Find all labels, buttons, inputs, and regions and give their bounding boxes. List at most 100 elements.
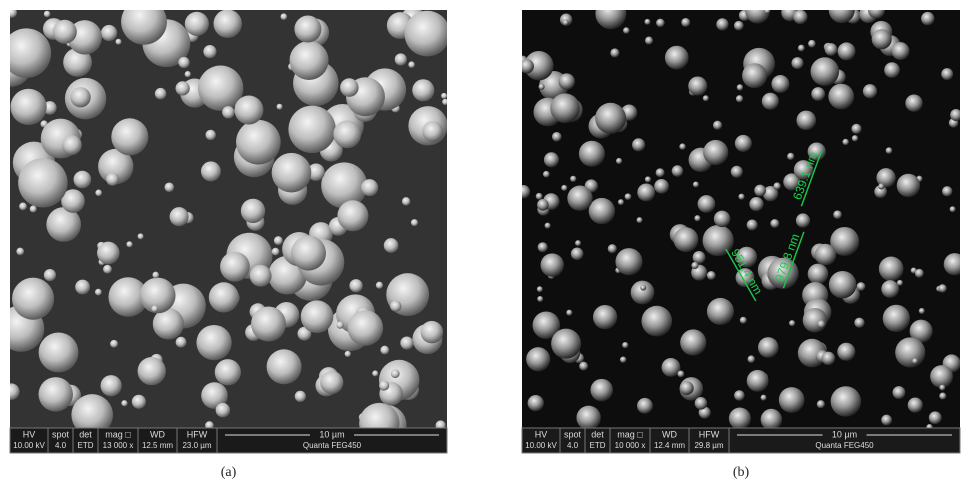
info-value: 12.4 mm [654,441,685,450]
particle [551,329,581,359]
info-value: ETD [590,441,606,450]
particle [842,139,848,145]
particle [654,179,669,194]
particle [879,257,904,282]
particle [267,349,302,384]
particle [121,0,167,45]
particle [695,397,708,410]
particle [404,11,450,57]
particle [837,343,855,361]
particle [372,370,378,376]
particle [422,121,443,142]
particle [110,340,118,348]
particle [674,227,699,252]
particle [274,236,283,245]
particle [376,282,383,289]
particle [808,40,816,48]
particle [38,377,72,411]
particle [677,371,684,378]
particle [608,244,617,253]
particle [615,248,642,275]
particle [361,179,378,196]
particle [563,20,569,26]
particle [537,199,549,211]
particle [803,308,828,333]
particle [703,225,734,256]
particle [796,111,816,131]
particle [337,200,368,231]
particle [656,19,665,28]
particle [288,106,335,153]
particle [272,153,312,193]
particle [915,269,924,278]
particle [101,375,122,396]
particle [749,197,763,211]
info-label: det [79,429,92,439]
particle [950,109,962,121]
particle [833,210,842,219]
particle [333,120,361,148]
particle [679,143,685,149]
particle [30,205,37,212]
particle [939,393,946,400]
particle [828,84,854,110]
info-label: spot [564,429,582,439]
particle [623,27,630,34]
particle [734,390,745,401]
info-label: det [591,429,604,439]
info-label: spot [52,429,70,439]
particle [878,183,884,189]
particle [95,289,102,296]
particle [762,93,779,110]
particle [576,406,600,430]
particle [789,320,795,326]
particle [881,415,892,426]
particle [234,95,263,124]
particle [893,386,906,399]
particle [558,73,574,89]
info-label: HV [535,429,548,439]
particle [579,141,605,167]
info-value: 23.0 µm [182,441,211,450]
particle [829,271,856,298]
particle [152,272,159,279]
particle [95,190,102,197]
particle [640,285,646,291]
particle [645,176,651,182]
particle [545,223,551,229]
particle [348,310,384,346]
particle [178,57,189,68]
particle [688,76,707,95]
particle [74,171,92,189]
particle [106,173,119,186]
particle [863,84,877,98]
particle [761,395,767,401]
particle [644,19,650,25]
particle [747,219,758,230]
info-label: HFW [187,429,208,439]
particle [290,41,329,80]
particle [944,253,966,275]
scale-label: 10 µm [319,429,344,439]
particle [170,207,189,226]
particle [336,321,343,328]
particle [625,193,632,200]
particle [291,236,326,271]
particle [908,398,923,413]
particle [412,79,434,101]
particle [7,7,17,17]
particle [538,84,544,90]
particle [441,93,447,99]
particle [380,346,389,355]
particle [883,305,910,332]
particle [771,75,789,93]
particle [536,193,543,200]
particle [176,337,187,348]
particle [773,182,780,189]
info-value: 4.0 [567,441,579,450]
particle [18,158,67,207]
particle [442,99,448,105]
particle [942,186,952,196]
particle [561,185,567,191]
particle [815,244,837,266]
